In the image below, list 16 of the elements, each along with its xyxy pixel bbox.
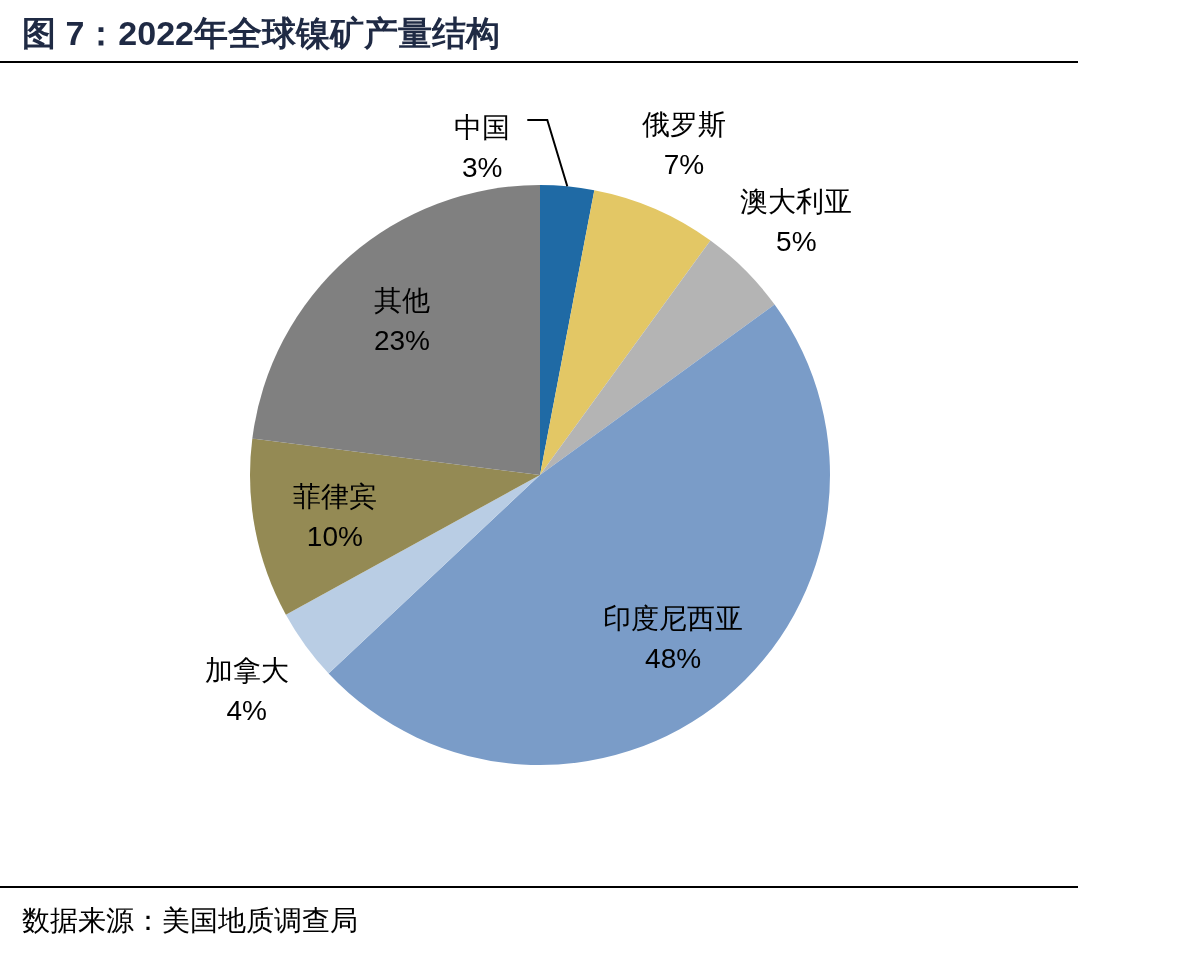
data-label: 7% bbox=[663, 149, 705, 181]
slice-label: 澳大利亚 bbox=[740, 185, 853, 217]
data-label: 23% bbox=[373, 325, 430, 357]
data-label: 4% bbox=[226, 695, 267, 727]
slice-label: 印度尼西亚 bbox=[603, 602, 744, 634]
slice-label: 加拿大 bbox=[204, 655, 289, 687]
source-note: 数据来源：美国地质调查局 bbox=[22, 905, 358, 936]
data-label: 3% bbox=[462, 152, 503, 183]
slice-label: 中国 bbox=[454, 112, 511, 143]
chart-title: 图 7：2022年全球镍矿产量结构 bbox=[22, 14, 500, 52]
slice-label: 俄罗斯 bbox=[641, 109, 726, 141]
data-label: 5% bbox=[776, 225, 817, 257]
data-label: 10% bbox=[306, 521, 363, 553]
slice-label: 其他 bbox=[373, 285, 430, 317]
data-label: 48% bbox=[645, 642, 702, 674]
slice-label: 菲律宾 bbox=[292, 481, 377, 513]
